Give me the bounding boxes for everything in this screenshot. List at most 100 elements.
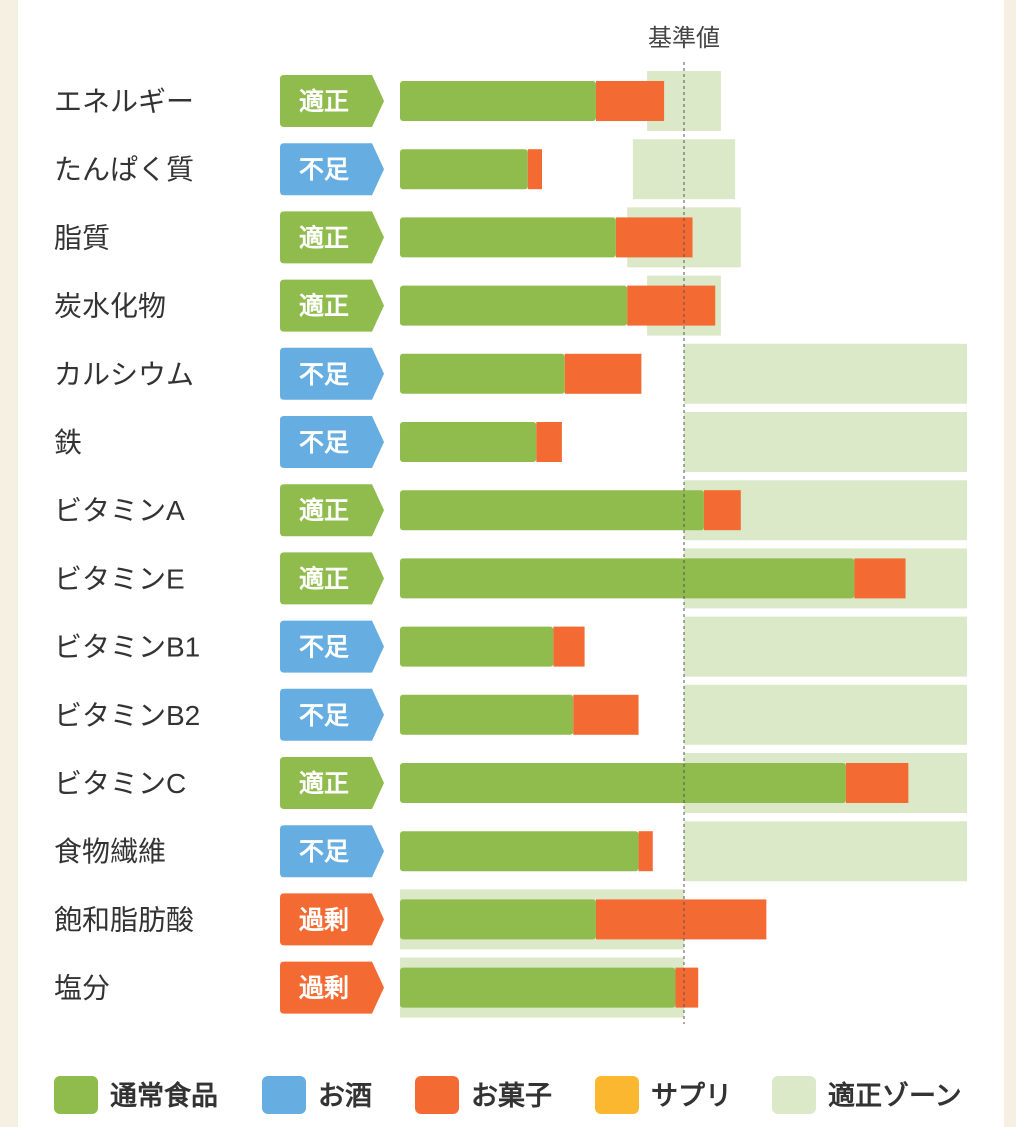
legend-label: 適正ゾーン [828,1080,962,1111]
bar-segment [400,626,554,667]
optimal-zone [684,343,967,404]
status-badge-shape [280,143,384,196]
category-label: ビタミンA [54,495,185,526]
status-badge-shape [280,75,384,127]
legend-label: お菓子 [471,1081,552,1111]
legend-label: サプリ [651,1081,732,1111]
bar-segment [400,81,596,121]
optimal-zone [684,616,967,677]
status-badge: 不足 [280,416,384,468]
status-badge-shape [280,757,384,809]
bar-segment [400,763,846,803]
bar-segment [400,353,565,394]
status-badge-text: 適正 [299,769,349,798]
status-badge-text: 適正 [299,564,349,593]
status-badge: 適正 [280,757,384,809]
status-badge-text: 不足 [299,361,349,389]
category-label: エネルギー [54,86,194,117]
category-label: 炭水化物 [54,291,166,322]
status-badge-text: 不足 [299,156,349,184]
legend-item: お菓子 [415,1076,552,1114]
status-badge-text: 不足 [299,429,349,457]
category-label: 鉄 [54,427,82,458]
status-badge: 不足 [280,620,384,673]
legend-swatch [54,1076,98,1114]
status-badge-text: 適正 [299,87,349,116]
status-badge: 適正 [280,552,384,605]
status-badge: 不足 [280,825,384,878]
bar-segment [595,81,665,121]
bar-segment [400,490,704,531]
category-label: 脂質 [54,222,110,253]
status-badge-shape [280,347,384,400]
status-badge-shape [280,825,384,878]
bar-segment [638,831,653,872]
bar-segment [400,422,537,462]
status-badge-shape [280,893,384,946]
bar-segment [675,967,699,1008]
legend-swatch [595,1076,639,1114]
status-badge: 過剰 [280,961,384,1014]
legend-item: サプリ [595,1076,732,1114]
category-label: ビタミンE [54,563,185,594]
bar-segment [595,899,767,940]
legend-item: お酒 [262,1076,372,1114]
category-label: 塩分 [54,973,110,1004]
status-badge: 適正 [280,211,384,264]
status-badge: 不足 [280,347,384,400]
category-label: 食物繊維 [54,836,166,867]
bar-segment [400,831,639,872]
bar-segment [564,353,642,394]
legend-label: お酒 [318,1081,372,1111]
reference-label: 基準値 [648,25,720,52]
bar-segment [400,967,676,1008]
status-badge-shape [280,620,384,673]
status-badge-shape [280,416,384,468]
status-badge: 不足 [280,688,384,741]
status-badge-text: 不足 [299,702,349,730]
status-badge-shape [280,552,384,605]
bar-segment [536,422,562,462]
status-badge: 適正 [280,279,384,332]
legend-item: 適正ゾーン [772,1076,962,1114]
optimal-zone [684,412,967,472]
bar-segment [400,899,596,940]
bar-segment [400,694,574,735]
bar-segment [527,149,542,190]
category-label: ビタミンB1 [54,632,200,663]
bar-segment [615,217,693,258]
status-badge-shape [280,211,384,264]
status-badge-shape [280,961,384,1014]
status-badge-shape [280,279,384,332]
legend-swatch [262,1076,306,1114]
legend-item: 通常食品 [54,1076,218,1114]
legend-label: 通常食品 [110,1080,218,1111]
category-label: ビタミンB2 [54,700,200,731]
legend: 通常食品 お酒 お菓子 サプリ 適正ゾーン [54,1076,962,1114]
status-badge-text: 適正 [299,223,349,252]
status-badge-text: 不足 [299,838,349,866]
legend-swatch [772,1076,816,1114]
status-badge-shape [280,688,384,741]
bar-segment [553,626,585,667]
bar-segment [627,285,716,326]
stacked-bars [400,81,909,1008]
status-badge: 過剰 [280,893,384,946]
status-badge-text: 不足 [299,634,349,662]
category-label: カルシウム [54,359,194,390]
optimal-zone [684,821,967,882]
optimal-zone [684,684,967,745]
status-badge-text: 適正 [299,496,349,525]
bar-segment [854,558,906,599]
bar-segment [703,490,741,531]
status-badge: 適正 [280,75,384,127]
status-badge: 不足 [280,143,384,196]
category-label: 飽和脂肪酸 [54,904,194,935]
bar-segment [400,558,855,599]
status-badge: 適正 [280,484,384,537]
bar-segment [400,217,616,258]
status-badge-text: 適正 [299,292,349,321]
